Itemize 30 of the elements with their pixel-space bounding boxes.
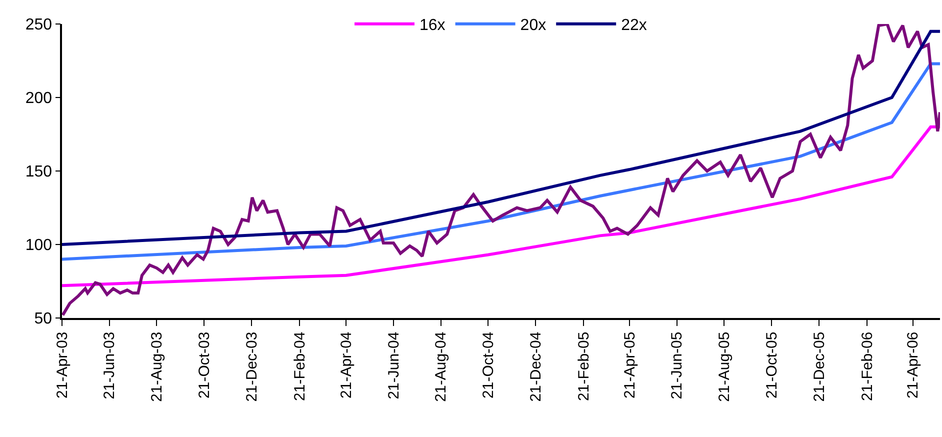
x-tick-label: 21-Feb-06 (858, 332, 876, 401)
x-tick-label: 21-Aug-05 (716, 332, 734, 402)
x-tick-label: 21-Apr-06 (904, 332, 922, 398)
x-tick-label: 21-Dec-04 (527, 332, 544, 402)
x-tick-label: 21-Dec-03 (243, 332, 260, 402)
x-tick-label: 21-Aug-03 (148, 332, 166, 402)
x-tick-label: 21-Dec-05 (810, 332, 828, 402)
y-tick-label: 100 (25, 237, 52, 254)
y-tick-label: 250 (25, 16, 52, 34)
x-tick-label: 21-Feb-05 (576, 332, 593, 401)
line-series (62, 30, 940, 246)
x-tick-label: 21-Oct-05 (763, 332, 780, 398)
y-tick-label: 200 (25, 90, 52, 108)
y-tick-label: 50 (34, 310, 52, 328)
x-tick-label: 21-Oct-04 (480, 332, 498, 398)
x-tick-label: 21-Jun-05 (668, 332, 686, 400)
x-tick-label: 21-Jun-03 (101, 332, 118, 400)
legend-label: 16x (420, 17, 446, 34)
x-tick-label: 21-Aug-04 (432, 332, 450, 402)
line-series (62, 125, 940, 288)
legend-label: 20x (520, 17, 546, 34)
x-tick-label: 21-Apr-04 (338, 332, 356, 398)
line-series (62, 62, 940, 261)
y-tick-label: 150 (25, 164, 52, 181)
x-tick-label: 21-Jun-04 (385, 332, 402, 400)
x-tick-label: 21-Apr-03 (54, 332, 71, 398)
x-tick-label: 21-Feb-04 (291, 332, 308, 401)
legend-label: 22x (621, 17, 647, 34)
x-tick-label: 21-Apr-05 (621, 332, 638, 398)
x-tick-label: 21-Oct-03 (196, 332, 213, 398)
